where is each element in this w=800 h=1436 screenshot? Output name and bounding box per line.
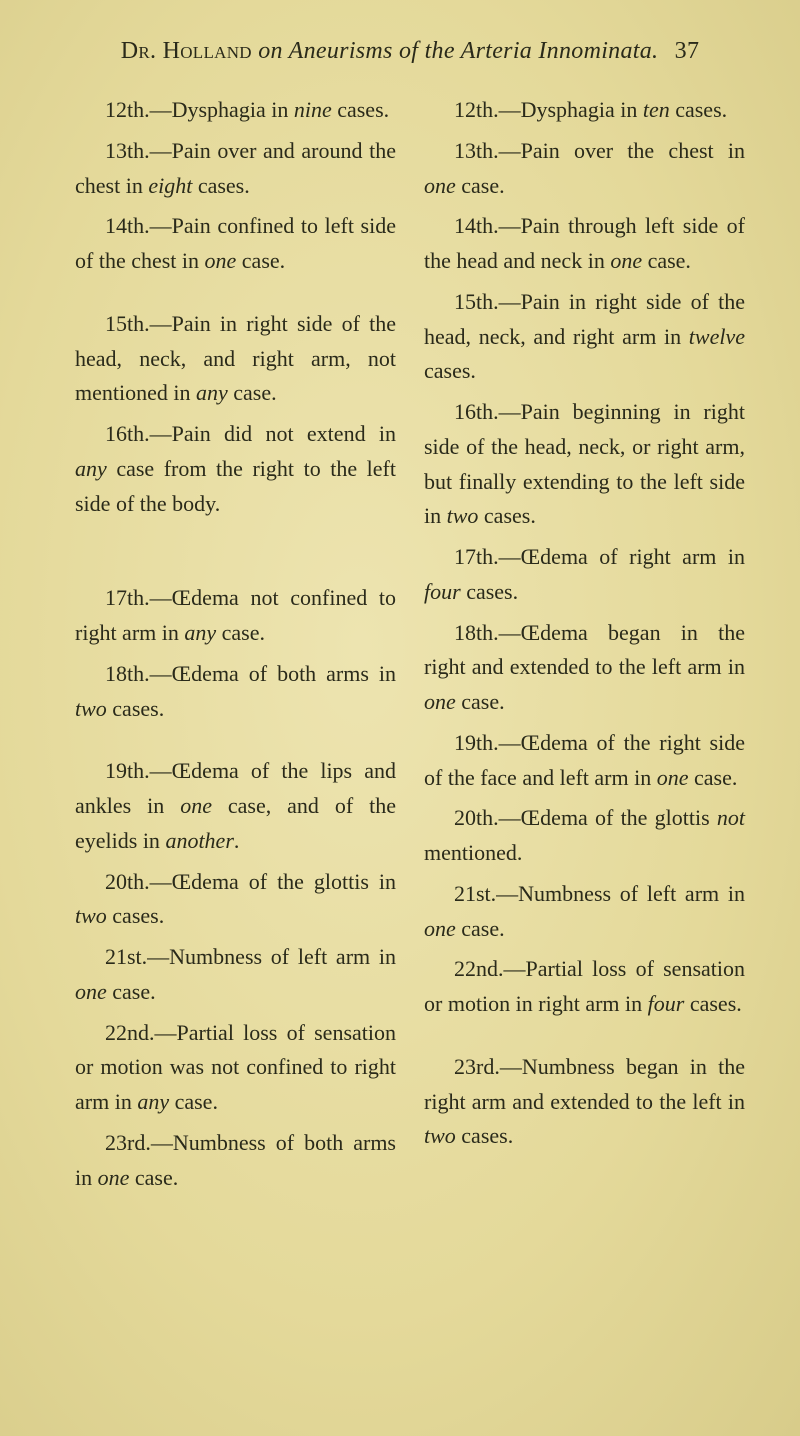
- text-italic: four: [424, 579, 461, 604]
- page-number: 37: [675, 38, 700, 64]
- entry-12-left: 12th.—Dysphagia in nine cases.: [75, 93, 396, 128]
- entry-23-left: 23rd.—Numbness of both arms in one case.: [75, 1126, 396, 1196]
- entry-23-right: 23rd.—Numbness began in the right arm an…: [424, 1050, 745, 1154]
- entry-12-right: 12th.—Dysphagia in ten cases.: [424, 93, 745, 128]
- text: 14th.—Pain through left side of the head…: [424, 213, 745, 273]
- text-italic: one: [424, 689, 456, 714]
- text: cases.: [670, 97, 727, 122]
- page: Dr. Holland on Aneurisms of the Arteria …: [0, 0, 800, 1436]
- entry-17-right: 17th.—Œdema of right arm in four cases.: [424, 540, 745, 610]
- author-name: Dr. Holland: [121, 38, 252, 64]
- entry-19-right: 19th.—Œdema of the right side of the fac…: [424, 726, 745, 796]
- text: case from the right to the left side of …: [75, 456, 396, 516]
- text: cases.: [456, 1123, 513, 1148]
- text-italic: one: [205, 248, 237, 273]
- text: 16th.—Pain did not extend in: [105, 421, 396, 446]
- text-italic: one: [657, 765, 689, 790]
- text: mentioned.: [424, 840, 522, 865]
- text: cases.: [332, 97, 389, 122]
- text: 12th.—Dysphagia in: [454, 97, 643, 122]
- entry-20-right: 20th.—Œdema of the glottis not mentioned…: [424, 801, 745, 871]
- gap: [75, 527, 396, 581]
- text-italic: one: [180, 793, 212, 818]
- text: 23rd.—Numbness began in the right arm an…: [424, 1054, 745, 1114]
- article-title: on Aneurisms of the Arteria Innominata.: [258, 38, 658, 64]
- text: 22nd.—Partial loss of sensation or motio…: [75, 1020, 396, 1115]
- text-italic: any: [75, 456, 107, 481]
- text: 13th.—Pain over the chest in: [454, 138, 745, 163]
- gap: [75, 732, 396, 754]
- entry-14-left: 14th.—Pain confined to left side of the …: [75, 209, 396, 279]
- text: 21st.—Numbness of left arm in: [454, 881, 745, 906]
- text: case.: [688, 765, 737, 790]
- text-italic: any: [184, 620, 216, 645]
- entry-15-right: 15th.—Pain in right side of the head, ne…: [424, 285, 745, 389]
- entry-17-left: 17th.—Œdema not confined to right arm in…: [75, 581, 396, 651]
- entry-13-left: 13th.—Pain over and around the chest in …: [75, 134, 396, 204]
- text-italic: two: [75, 696, 107, 721]
- text-italic: not: [717, 805, 745, 830]
- text-italic: four: [648, 991, 685, 1016]
- entry-22-right: 22nd.—Partial loss of sensation or motio…: [424, 952, 745, 1022]
- text: case.: [642, 248, 691, 273]
- text: .: [234, 828, 240, 853]
- entry-13-right: 13th.—Pain over the chest in one case.: [424, 134, 745, 204]
- text: case.: [456, 916, 505, 941]
- text: 21st.—Numbness of left arm in: [105, 944, 396, 969]
- text: 20th.—Œdema of the glottis: [454, 805, 717, 830]
- text: case.: [456, 689, 505, 714]
- text-italic: two: [447, 503, 479, 528]
- text-italic: two: [424, 1123, 456, 1148]
- gap: [424, 1028, 745, 1050]
- left-column: 12th.—Dysphagia in nine cases. 13th.—Pai…: [75, 93, 396, 1201]
- text: case.: [107, 979, 156, 1004]
- text-italic: two: [75, 903, 107, 928]
- gap: [75, 285, 396, 307]
- text: cases.: [461, 579, 518, 604]
- text-italic: ten: [643, 97, 670, 122]
- text-italic: one: [424, 173, 456, 198]
- text: cases.: [478, 503, 535, 528]
- entry-18-left: 18th.—Œdema of both arms in two cases.: [75, 657, 396, 727]
- text: cases.: [192, 173, 249, 198]
- text: case.: [456, 173, 505, 198]
- text: case.: [228, 380, 277, 405]
- entry-22-left: 22nd.—Partial loss of sensation or motio…: [75, 1016, 396, 1120]
- text-italic: any: [137, 1089, 169, 1114]
- text-italic: one: [98, 1165, 130, 1190]
- text: 18th.—Œdema began in the right and exten…: [424, 620, 745, 680]
- text-italic: nine: [294, 97, 332, 122]
- text: 18th.—Œdema of both arms in: [105, 661, 396, 686]
- text-italic: another: [165, 828, 233, 853]
- text-italic: twelve: [689, 324, 745, 349]
- text-italic: eight: [148, 173, 192, 198]
- text-italic: one: [424, 916, 456, 941]
- entry-14-right: 14th.—Pain through left side of the head…: [424, 209, 745, 279]
- entry-21-left: 21st.—Numbness of left arm in one case.: [75, 940, 396, 1010]
- text: 12th.—Dysphagia in: [105, 97, 294, 122]
- text: 20th.—Œdema of the glottis in: [105, 869, 396, 894]
- entry-19-left: 19th.—Œdema of the lips and ankles in on…: [75, 754, 396, 858]
- text: case.: [216, 620, 265, 645]
- text: cases.: [107, 903, 164, 928]
- text: cases.: [107, 696, 164, 721]
- columns: 12th.—Dysphagia in nine cases. 13th.—Pai…: [75, 93, 745, 1201]
- page-header: Dr. Holland on Aneurisms of the Arteria …: [75, 38, 745, 65]
- text: case.: [236, 248, 285, 273]
- entry-18-right: 18th.—Œdema began in the right and exten…: [424, 616, 745, 720]
- right-column: 12th.—Dysphagia in ten cases. 13th.—Pain…: [424, 93, 745, 1201]
- entry-21-right: 21st.—Numbness of left arm in one case.: [424, 877, 745, 947]
- entry-16-right: 16th.—Pain beginning in right side of th…: [424, 395, 745, 534]
- text-italic: one: [610, 248, 642, 273]
- text: 17th.—Œdema of right arm in: [454, 544, 745, 569]
- entry-16-left: 16th.—Pain did not extend in any case fr…: [75, 417, 396, 521]
- text-italic: any: [196, 380, 228, 405]
- entry-20-left: 20th.—Œdema of the glottis in two cases.: [75, 865, 396, 935]
- text: case.: [169, 1089, 218, 1114]
- text: case.: [129, 1165, 178, 1190]
- text: cases.: [684, 991, 741, 1016]
- entry-15-left: 15th.—Pain in right side of the head, ne…: [75, 307, 396, 411]
- text: cases.: [424, 358, 476, 383]
- text-italic: one: [75, 979, 107, 1004]
